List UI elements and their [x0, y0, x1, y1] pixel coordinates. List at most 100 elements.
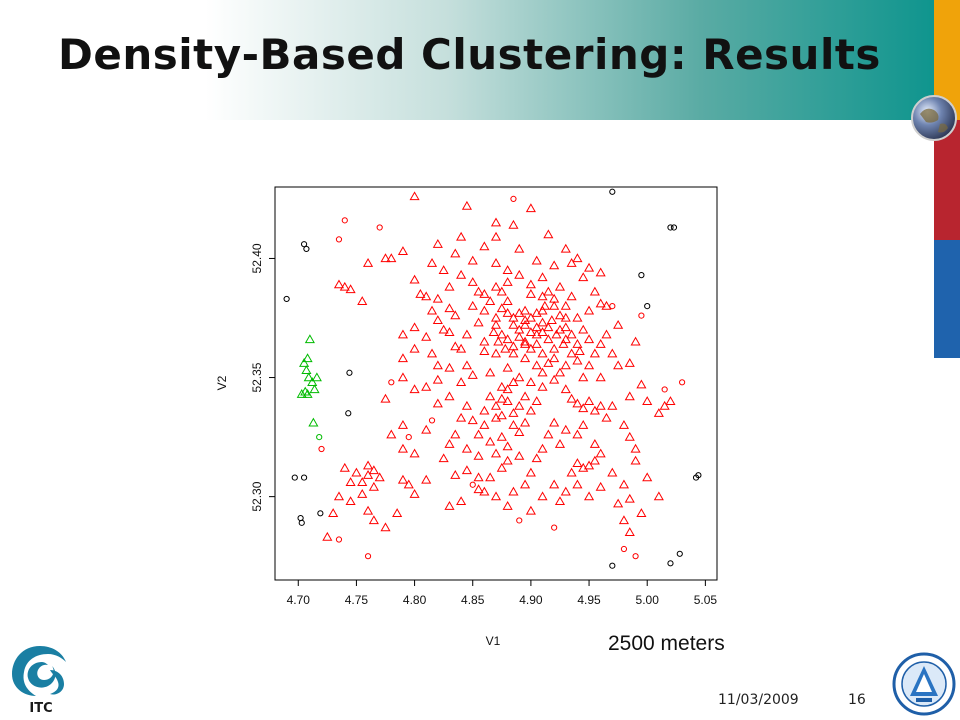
data-point	[397, 372, 409, 382]
data-point	[508, 312, 519, 322]
data-point	[333, 279, 345, 289]
data-point	[525, 312, 536, 322]
data-point	[362, 460, 374, 470]
data-point	[473, 286, 484, 296]
data-point	[496, 393, 507, 403]
data-point	[362, 469, 374, 479]
data-point	[543, 229, 554, 239]
data-point	[346, 369, 353, 376]
data-point	[589, 455, 600, 465]
data-point	[583, 491, 595, 501]
data-point	[572, 253, 583, 263]
data-point	[298, 519, 305, 526]
data-point	[397, 329, 409, 339]
data-point	[508, 419, 519, 429]
data-point	[566, 258, 577, 267]
data-point	[514, 372, 525, 382]
data-point	[546, 315, 557, 325]
data-point	[456, 496, 467, 506]
data-point	[467, 300, 478, 310]
x-tick-label: 4.90	[519, 593, 543, 607]
data-point	[560, 300, 571, 310]
data-point	[479, 241, 490, 251]
data-point	[485, 472, 496, 482]
data-point	[572, 458, 583, 467]
data-point	[638, 312, 645, 319]
data-point	[624, 527, 635, 537]
data-point	[432, 398, 443, 408]
data-point	[397, 443, 409, 453]
x-axis-label: V1	[486, 634, 501, 648]
data-point	[551, 524, 558, 531]
y-tick-label: 52.30	[250, 481, 264, 511]
data-point	[520, 305, 531, 315]
data-point	[461, 443, 472, 453]
data-point	[357, 477, 368, 486]
chart-axes: 4.70 4.75 4.80 4.85 4.90 4.95 5.00 5.05 52.30 52.…	[250, 243, 717, 607]
data-point	[502, 277, 513, 286]
data-point	[520, 338, 531, 348]
data-point	[520, 336, 531, 346]
data-point	[415, 288, 426, 298]
data-point	[421, 474, 432, 484]
data-point	[661, 386, 668, 393]
data-point	[520, 479, 531, 489]
data-point	[380, 393, 391, 403]
data-point	[303, 245, 310, 253]
title-band	[0, 0, 934, 120]
data-point	[388, 379, 395, 386]
data-point	[488, 327, 499, 336]
data-point	[632, 553, 639, 560]
data-point	[514, 331, 525, 341]
data-point	[638, 272, 645, 279]
data-point	[479, 288, 490, 298]
data-point	[438, 265, 449, 275]
data-point	[578, 419, 589, 429]
data-point	[432, 360, 443, 370]
itc-logo-text: ITC	[29, 701, 52, 714]
data-point	[485, 391, 496, 401]
data-point	[549, 343, 560, 353]
data-point	[630, 455, 641, 465]
data-point	[618, 479, 630, 489]
data-point	[392, 508, 403, 517]
data-point	[531, 453, 542, 463]
x-tick-label: 5.00	[636, 593, 660, 607]
data-point	[461, 200, 472, 210]
data-point	[531, 396, 542, 406]
data-point	[479, 405, 490, 415]
x-tick-label: 4.80	[403, 593, 427, 607]
data-point	[444, 439, 455, 448]
data-point	[659, 400, 670, 410]
data-point	[473, 429, 484, 439]
data-point	[520, 417, 531, 427]
data-point	[432, 293, 443, 303]
x-tick-label: 4.85	[461, 593, 485, 607]
data-point	[351, 467, 362, 477]
plot-frame	[274, 186, 718, 581]
data-point	[386, 253, 397, 263]
data-point	[642, 472, 653, 482]
data-point	[450, 469, 461, 479]
data-point	[322, 531, 333, 541]
data-point	[537, 317, 548, 327]
data-point	[368, 515, 379, 525]
data-point	[461, 360, 472, 370]
data-point	[345, 284, 356, 294]
data-point	[386, 429, 397, 439]
data-point	[549, 300, 560, 310]
data-point	[490, 319, 502, 329]
data-point	[560, 424, 571, 434]
data-point	[432, 374, 443, 384]
data-point	[508, 348, 519, 358]
data-point	[456, 377, 467, 386]
data-point	[345, 477, 356, 486]
data-point	[595, 338, 606, 348]
data-point	[613, 319, 624, 329]
data-point	[302, 353, 313, 363]
data-point	[421, 331, 432, 341]
data-point	[537, 348, 548, 358]
data-point	[304, 334, 315, 344]
data-point	[300, 241, 308, 248]
data-point	[421, 291, 432, 301]
